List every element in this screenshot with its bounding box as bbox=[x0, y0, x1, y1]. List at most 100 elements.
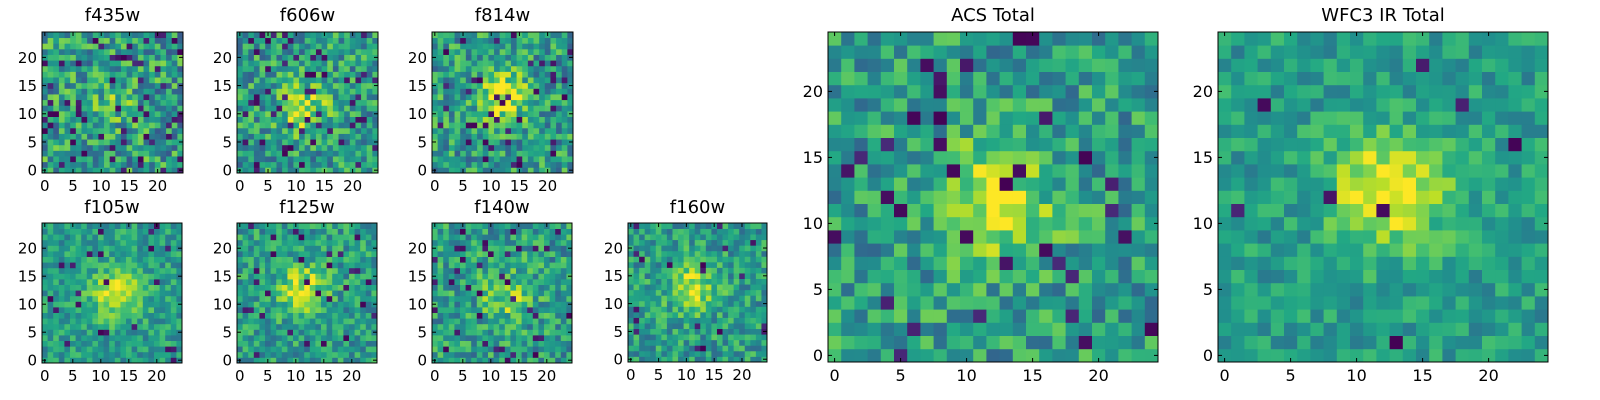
heatmap-cell bbox=[137, 110, 144, 117]
heatmap-cell bbox=[361, 71, 368, 78]
heatmap-cell bbox=[287, 144, 294, 151]
heatmap-cell bbox=[309, 228, 316, 235]
heatmap-cell bbox=[644, 245, 651, 252]
heatmap-cell bbox=[432, 335, 438, 341]
heatmap-cell bbox=[171, 77, 178, 84]
heatmap-cell bbox=[722, 317, 729, 324]
heatmap-cell bbox=[64, 77, 71, 84]
heatmap-cell bbox=[567, 105, 574, 112]
heatmap-cell bbox=[678, 334, 684, 341]
heatmap-cell bbox=[755, 356, 762, 363]
heatmap-cell bbox=[550, 99, 557, 106]
heatmap-cell bbox=[287, 71, 294, 78]
x-tick-label: 15 bbox=[509, 367, 528, 385]
heatmap-cell bbox=[722, 261, 729, 268]
heatmap-panel: f105w 0 5 10 15 20 0 5 10 15 20 bbox=[18, 197, 185, 385]
heatmap-cell bbox=[120, 307, 127, 313]
heatmap-cell bbox=[516, 245, 522, 252]
heatmap-cell bbox=[499, 351, 506, 358]
heatmap-cell bbox=[315, 284, 322, 291]
heatmap-cell bbox=[544, 65, 551, 72]
heatmap-cell bbox=[432, 295, 438, 302]
heatmap-cell bbox=[53, 273, 60, 280]
heatmap-cell bbox=[293, 116, 300, 123]
heatmap-cell bbox=[960, 177, 974, 191]
heatmap-cell bbox=[633, 278, 640, 285]
heatmap-cell bbox=[120, 65, 127, 72]
heatmap-cell bbox=[70, 71, 77, 78]
heatmap-cell bbox=[510, 245, 517, 252]
heatmap-cell bbox=[1039, 348, 1053, 363]
heatmap-cell bbox=[282, 122, 289, 129]
heatmap-cell bbox=[538, 251, 545, 257]
heatmap-cell bbox=[98, 99, 105, 106]
heatmap-cell bbox=[149, 167, 156, 174]
heatmap-cell bbox=[1118, 190, 1132, 204]
heatmap-cell bbox=[521, 223, 528, 229]
heatmap-cell bbox=[120, 357, 127, 364]
axes-frame bbox=[236, 31, 379, 174]
heatmap-cell bbox=[349, 77, 356, 84]
heatmap-cell bbox=[499, 262, 506, 269]
heatmap-cell bbox=[639, 334, 646, 341]
heatmap-cell bbox=[516, 295, 522, 302]
heatmap-cell bbox=[132, 110, 139, 117]
heatmap-cell bbox=[527, 273, 534, 280]
heatmap-cell bbox=[460, 156, 467, 163]
heatmap-cell bbox=[432, 105, 439, 112]
heatmap-cell bbox=[666, 256, 673, 263]
heatmap-cell bbox=[361, 94, 368, 101]
heatmap-cell bbox=[644, 345, 651, 352]
heatmap-cell bbox=[248, 43, 255, 50]
heatmap-cell bbox=[661, 250, 668, 257]
heatmap-cell bbox=[454, 312, 461, 319]
heatmap-cell bbox=[960, 348, 974, 363]
heatmap-cell bbox=[539, 167, 546, 174]
heatmap-cell bbox=[327, 88, 334, 95]
heatmap-cell bbox=[527, 290, 534, 297]
heatmap-cell bbox=[689, 245, 696, 252]
heatmap-cell bbox=[504, 340, 511, 347]
heatmap-cell bbox=[87, 167, 94, 174]
heatmap-cell bbox=[920, 348, 934, 363]
heatmap-cell bbox=[527, 99, 534, 106]
heatmap-cell bbox=[728, 295, 735, 302]
heatmap-cell bbox=[159, 295, 166, 302]
heatmap-cell bbox=[465, 295, 472, 302]
heatmap-cell bbox=[733, 350, 740, 357]
heatmap-cell bbox=[42, 133, 49, 140]
heatmap-cell bbox=[120, 273, 127, 280]
heatmap-cell bbox=[299, 105, 306, 112]
heatmap-cell bbox=[321, 262, 327, 269]
heatmap-cell bbox=[465, 48, 472, 55]
heatmap-cell bbox=[694, 234, 701, 241]
heatmap-cell bbox=[920, 230, 934, 244]
heatmap-cell bbox=[661, 273, 668, 279]
heatmap-cell bbox=[539, 32, 546, 39]
heatmap-cell bbox=[566, 228, 573, 235]
heatmap-cell bbox=[694, 289, 701, 296]
heatmap-cell bbox=[460, 312, 466, 319]
heatmap-cell bbox=[115, 54, 122, 61]
heatmap-cell bbox=[115, 105, 122, 112]
heatmap-cell bbox=[309, 239, 316, 246]
heatmap-cell bbox=[560, 318, 567, 325]
heatmap-cell bbox=[437, 37, 444, 44]
heatmap-cell bbox=[248, 82, 255, 89]
heatmap-cell bbox=[293, 335, 299, 341]
heatmap-cell bbox=[259, 77, 266, 84]
heatmap-cell bbox=[176, 312, 183, 319]
x-tick-label: 0 bbox=[235, 177, 245, 195]
heatmap-cell bbox=[510, 116, 517, 123]
heatmap-cell bbox=[728, 300, 735, 307]
heatmap-cell bbox=[644, 300, 651, 307]
heatmap-cell bbox=[126, 251, 132, 257]
heatmap-cell bbox=[705, 339, 712, 346]
heatmap-cell bbox=[114, 267, 121, 274]
heatmap-cell bbox=[344, 167, 351, 174]
heatmap-cell bbox=[504, 301, 511, 308]
heatmap-cell bbox=[510, 71, 517, 78]
heatmap-cell bbox=[371, 340, 378, 347]
heatmap-cell bbox=[276, 279, 283, 285]
heatmap-cell bbox=[154, 267, 160, 274]
